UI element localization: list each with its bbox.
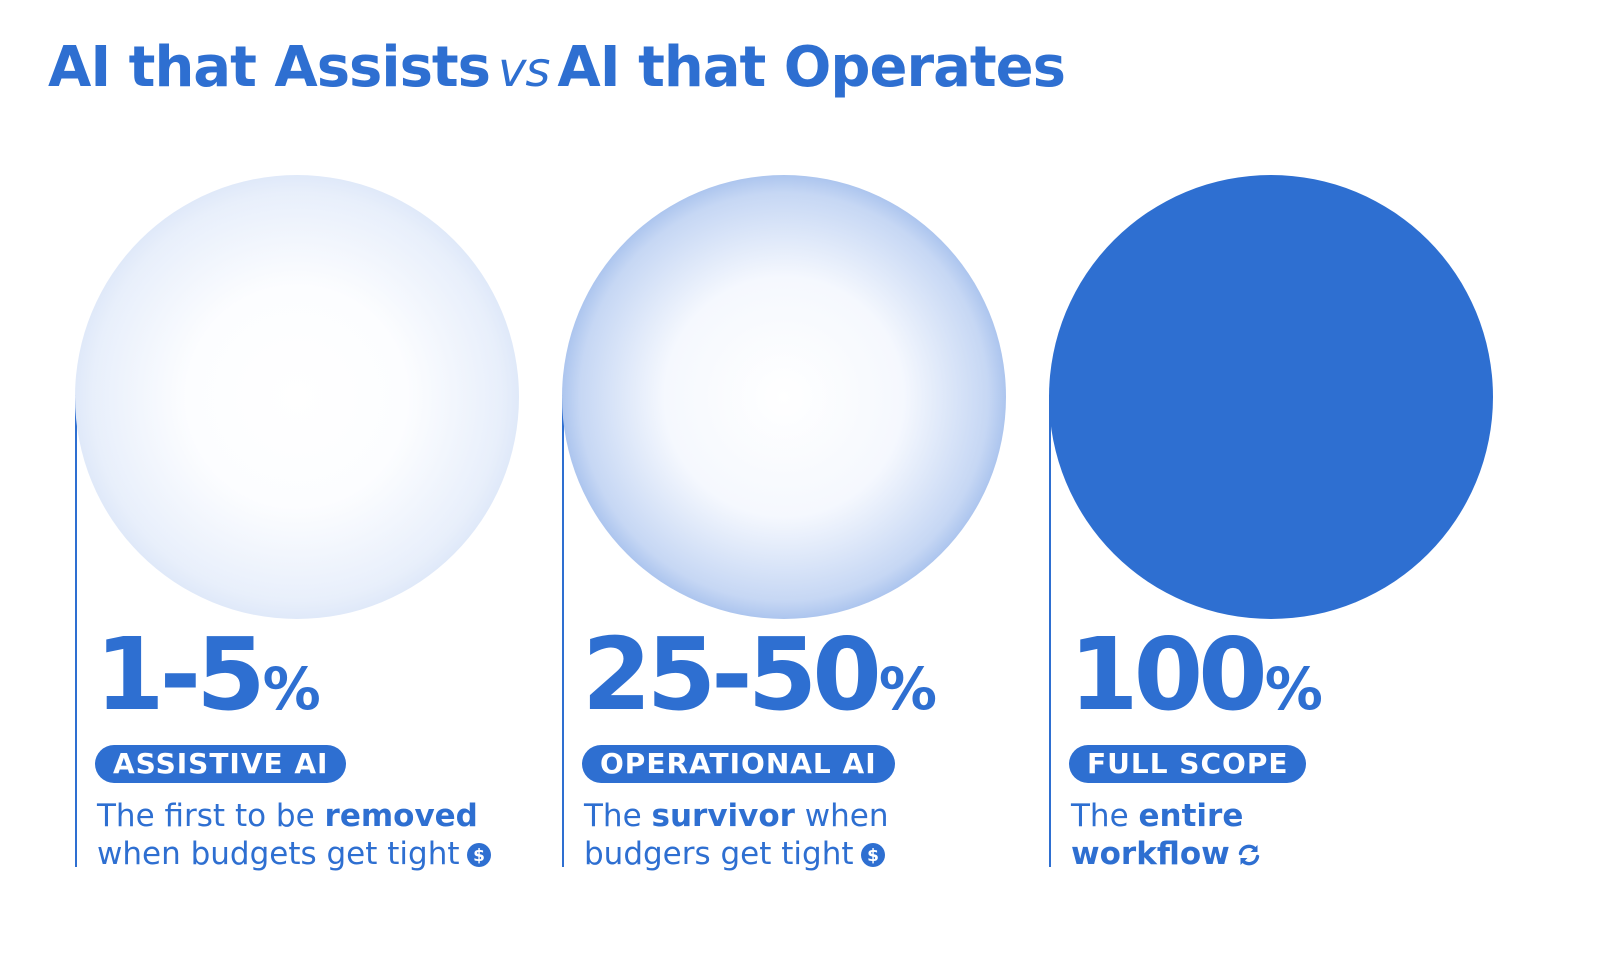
vertical-divider xyxy=(75,395,77,867)
column-operational-ai: 25-50% OPERATIONAL AI The survivor when … xyxy=(562,175,1022,875)
vertical-divider xyxy=(562,395,564,867)
description: The entire workflow xyxy=(1071,797,1262,873)
vertical-divider xyxy=(1049,395,1051,867)
column-assistive-ai: 1-5% ASSISTIVE AI The first to be remove… xyxy=(75,175,535,875)
description-line-2: budgers get tight $ xyxy=(584,835,889,873)
description-line-2: workflow xyxy=(1071,835,1262,873)
page-title: AI that Assists vs AI that Operates xyxy=(48,28,1066,110)
circle-solid xyxy=(1049,175,1493,619)
description-emphasis: removed xyxy=(324,798,478,834)
column-full-scope: 100% FULL SCOPE The entire workflow xyxy=(1049,175,1509,875)
percentage-number: 25-50 xyxy=(582,616,882,733)
description: The first to be removed when budgets get… xyxy=(97,797,492,873)
refresh-icon xyxy=(1238,844,1259,866)
category-badge: ASSISTIVE AI xyxy=(95,745,347,783)
dollar-icon: $ xyxy=(860,843,885,867)
description-emphasis: workflow xyxy=(1071,836,1230,872)
description-line-1: The survivor when xyxy=(584,797,889,835)
percentage-number: 100 xyxy=(1069,616,1268,733)
description: The survivor when budgers get tight $ xyxy=(584,797,889,873)
description-line-1: The first to be removed xyxy=(97,797,492,835)
title-part-operates: AI that Operates xyxy=(557,35,1066,100)
percentage-symbol: % xyxy=(1264,655,1323,723)
percentage-value: 25-50% xyxy=(582,615,937,749)
description-text: when budgets get tight xyxy=(97,836,460,872)
title-vs: vs xyxy=(498,42,550,98)
description-text: budgers get tight xyxy=(584,836,854,872)
percentage-number: 1-5 xyxy=(95,616,266,733)
description-text: The first to be xyxy=(97,798,325,834)
dollar-icon: $ xyxy=(466,843,491,867)
category-badge: OPERATIONAL AI xyxy=(582,745,895,783)
svg-text:$: $ xyxy=(473,846,485,866)
title-part-assists: AI that Assists xyxy=(48,35,491,100)
circle-faint xyxy=(75,175,519,619)
description-text: The xyxy=(1071,798,1139,834)
percentage-value: 100% xyxy=(1069,615,1323,749)
description-text: when xyxy=(794,798,889,834)
description-emphasis: survivor xyxy=(651,798,795,834)
description-emphasis: entire xyxy=(1138,798,1244,834)
circle-medium xyxy=(562,175,1006,619)
description-text: The xyxy=(584,798,652,834)
description-line-1: The entire xyxy=(1071,797,1262,835)
percentage-symbol: % xyxy=(878,655,937,723)
percentage-symbol: % xyxy=(262,655,321,723)
svg-text:$: $ xyxy=(867,846,879,866)
category-badge: FULL SCOPE xyxy=(1069,745,1307,783)
percentage-value: 1-5% xyxy=(95,615,321,749)
description-line-2: when budgets get tight $ xyxy=(97,835,492,873)
